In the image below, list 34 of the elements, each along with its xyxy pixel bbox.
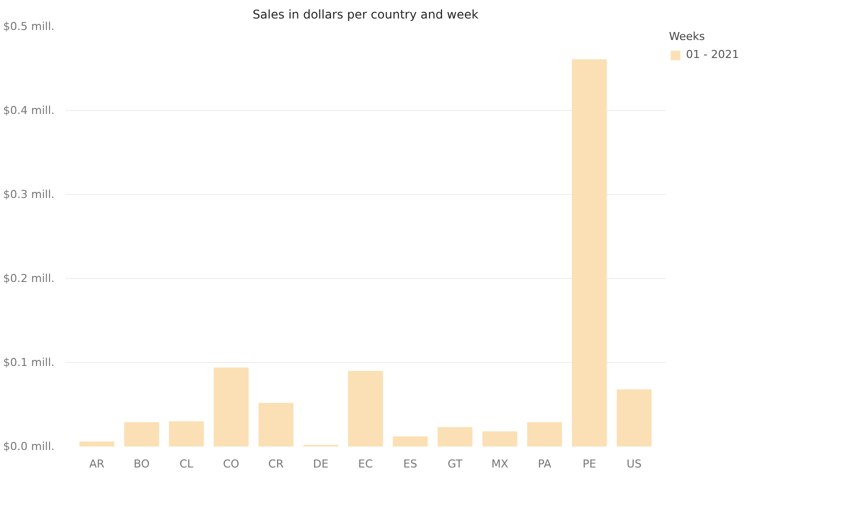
x-tick-label: CL <box>179 458 194 470</box>
bar <box>214 368 249 446</box>
y-tick-label: $0.3 mill. <box>3 188 55 201</box>
bar <box>348 370 383 446</box>
y-tick-label: $0.2 mill. <box>3 272 55 285</box>
bar <box>392 436 428 446</box>
bar <box>482 431 518 446</box>
x-tick-label: US <box>626 458 642 470</box>
legend-label: 01 - 2021 <box>686 48 739 61</box>
x-tick-label: DE <box>313 458 328 470</box>
bar <box>438 427 473 446</box>
y-tick-label: $0.1 mill. <box>3 356 55 369</box>
bar <box>168 421 204 446</box>
bar <box>258 402 294 446</box>
x-tick-label: BO <box>134 458 150 470</box>
y-tick-label: $0.5 mill. <box>3 20 55 33</box>
y-tick-label: $0.0 mill. <box>3 440 55 453</box>
bar <box>616 389 652 446</box>
x-tick-label: CO <box>223 458 240 470</box>
bar <box>79 441 114 446</box>
x-tick-label: EC <box>358 458 374 470</box>
x-tick-label: MX <box>491 458 509 470</box>
x-tick-label: PA <box>538 458 552 470</box>
bar <box>527 422 562 446</box>
y-tick-label: $0.4 mill. <box>3 104 55 117</box>
bar <box>572 59 607 446</box>
legend-title: Weeks <box>669 30 706 43</box>
x-tick-label: GT <box>448 458 463 470</box>
x-tick-label: AR <box>89 458 105 470</box>
chart-title: Sales in dollars per country and week <box>252 8 478 22</box>
x-tick-label: CR <box>268 458 284 470</box>
x-tick-label: PE <box>582 458 596 470</box>
x-tick-label: ES <box>403 458 418 470</box>
bar <box>124 422 160 446</box>
